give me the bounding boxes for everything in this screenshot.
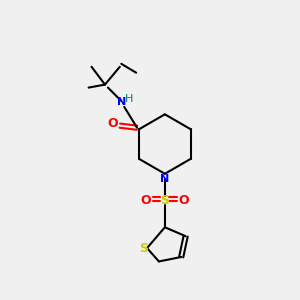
Text: O: O [179,194,190,207]
Text: S: S [160,194,169,207]
Text: O: O [107,117,118,130]
Text: S: S [140,242,148,255]
Text: O: O [140,194,151,207]
Text: N: N [117,98,126,107]
Text: N: N [160,174,170,184]
Text: H: H [125,94,134,103]
